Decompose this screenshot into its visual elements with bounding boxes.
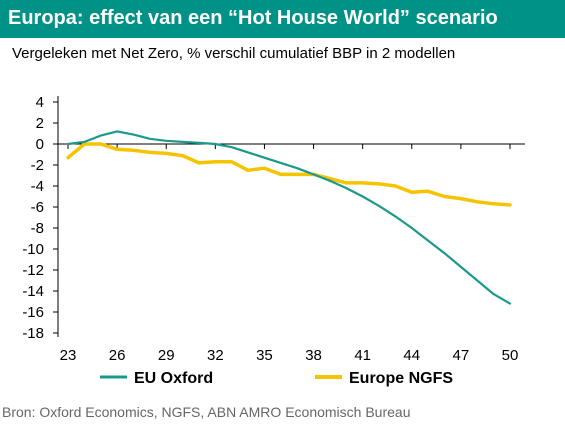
y-tick-label: -10 <box>22 241 44 258</box>
x-tick-label: 44 <box>403 347 420 364</box>
y-tick-label: -2 <box>31 157 44 174</box>
y-tick-label: -4 <box>31 178 44 195</box>
x-tick-label: 47 <box>453 347 470 364</box>
chart-subtitle: Vergeleken met Net Zero, % verschil cumu… <box>12 45 456 62</box>
x-tick-label: 38 <box>305 347 322 364</box>
y-tick-label: -18 <box>22 325 44 342</box>
x-tick-label: 50 <box>502 347 519 364</box>
legend-label: Europe NGFS <box>349 370 453 387</box>
x-tick-label: 41 <box>354 347 371 364</box>
y-tick-label: -12 <box>22 262 44 279</box>
x-tick-label: 26 <box>109 347 126 364</box>
y-tick-label: 4 <box>36 94 44 111</box>
y-tick-label: -14 <box>22 283 44 300</box>
source-note: Bron: Oxford Economics, NGFS, ABN AMRO E… <box>2 404 411 420</box>
title-bar <box>0 0 565 38</box>
series-line-eu-oxford <box>66 130 512 305</box>
series-line-europe-ngfs <box>66 142 512 207</box>
x-tick-label: 32 <box>207 347 224 364</box>
legend-label: EU Oxford <box>134 370 213 387</box>
y-tick-label: -16 <box>22 304 44 321</box>
chart-title: Europa: effect van een “Hot House World”… <box>8 7 498 29</box>
y-tick-label: 0 <box>36 136 44 153</box>
y-tick-label: -8 <box>31 220 44 237</box>
y-tick-label: 2 <box>36 115 44 132</box>
y-tick-label: -6 <box>31 199 44 216</box>
x-tick-label: 35 <box>256 347 273 364</box>
x-tick-label: 29 <box>158 347 175 364</box>
x-tick-label: 23 <box>60 347 77 364</box>
